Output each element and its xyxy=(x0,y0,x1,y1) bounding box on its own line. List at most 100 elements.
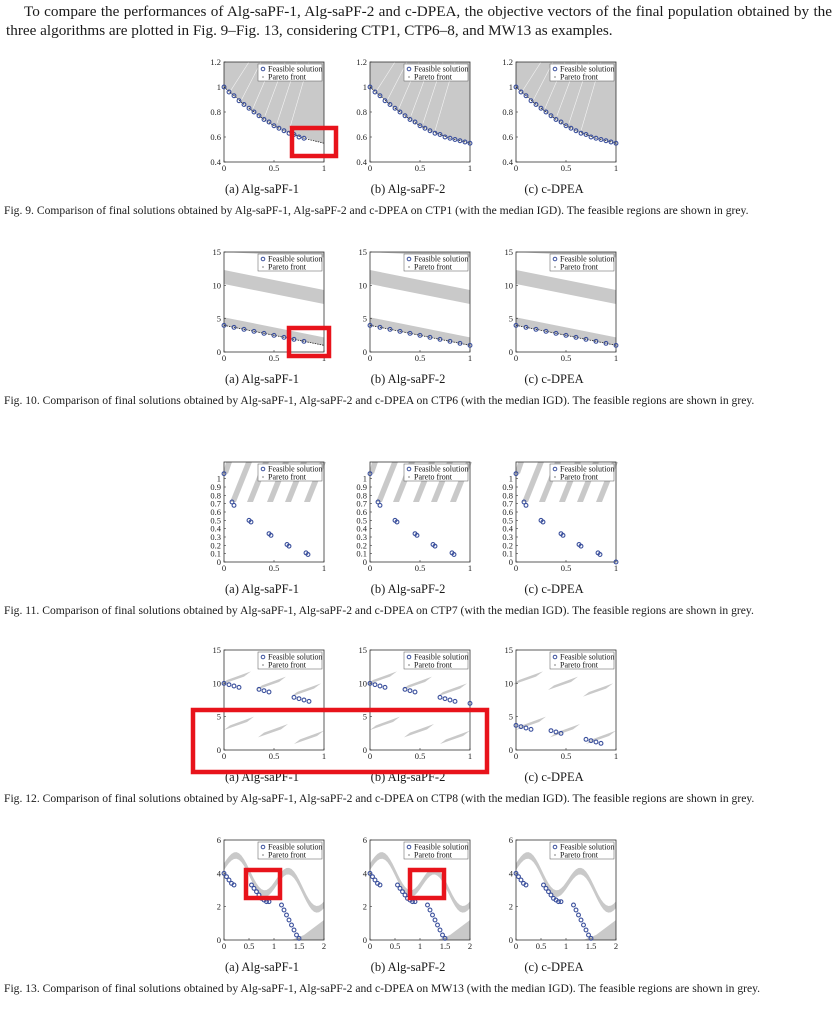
y-tick-label: 0.3 xyxy=(356,532,367,542)
solution-point xyxy=(558,730,564,736)
solution-point xyxy=(598,740,604,746)
y-tick-label: 10 xyxy=(213,280,222,290)
fig10-subcaption-2: (b) Alg-saPF-2 xyxy=(370,372,446,386)
solution-point xyxy=(402,686,408,692)
solution-point xyxy=(372,877,378,883)
solution-point xyxy=(523,725,529,731)
y-tick-label: 0.4 xyxy=(502,157,513,167)
y-tick-label: 2 xyxy=(363,902,367,912)
solution-point xyxy=(276,125,282,131)
y-tick-label: 5 xyxy=(363,314,367,324)
solution-point xyxy=(447,697,453,703)
legend-front-label: Pareto front xyxy=(560,473,599,482)
solution-point xyxy=(538,105,544,111)
legend-feasible-label: Feasible solution xyxy=(560,255,614,264)
solution-point xyxy=(296,696,302,702)
solution-point xyxy=(578,130,584,136)
solution-point xyxy=(563,332,569,338)
legend-solution-marker xyxy=(260,66,266,72)
solution-point xyxy=(402,113,408,119)
solution-point xyxy=(407,688,413,694)
solution-point xyxy=(588,738,594,744)
fig9-subcaption-3: (c) c-DPEA xyxy=(524,182,584,196)
x-tick-label: 1 xyxy=(322,751,326,761)
legend-front-marker xyxy=(408,266,410,268)
y-tick-label: 0.9 xyxy=(210,482,221,492)
legend-front-marker xyxy=(408,854,410,856)
legend-box xyxy=(403,253,469,272)
legend-feasible-label: Feasible solution xyxy=(268,65,322,74)
legend-box xyxy=(257,253,323,272)
x-tick-label: 0.5 xyxy=(561,563,572,573)
y-tick-label: 5 xyxy=(509,712,513,722)
solution-point xyxy=(367,870,373,876)
solution-point xyxy=(377,502,383,508)
legend-solution-marker xyxy=(406,654,412,660)
solution-point xyxy=(254,889,259,895)
solution-point xyxy=(518,89,524,95)
legend-feasible-label: Feasible solution xyxy=(268,653,322,662)
solution-point xyxy=(417,123,423,129)
y-tick-label: 0 xyxy=(363,935,367,945)
legend-front-label: Pareto front xyxy=(268,851,307,860)
x-tick-label: 0.5 xyxy=(269,751,280,761)
legend-front-label: Pareto front xyxy=(268,661,307,670)
solution-point xyxy=(301,697,307,703)
y-tick-label: 0.6 xyxy=(356,507,367,517)
solution-point xyxy=(578,917,584,923)
solution-point xyxy=(246,105,252,111)
y-tick-label: 0 xyxy=(363,557,367,567)
solution-point xyxy=(528,98,534,104)
legend-box xyxy=(549,651,615,670)
legend-box xyxy=(257,463,323,482)
x-tick-label: 1 xyxy=(322,563,326,573)
solution-point xyxy=(367,84,373,90)
solution-point xyxy=(568,125,574,131)
y-tick-label: 0.7 xyxy=(502,499,513,509)
solution-point xyxy=(382,684,388,690)
legend-front-marker xyxy=(408,664,410,666)
legend-front-marker xyxy=(262,476,264,478)
y-tick-label: 0.8 xyxy=(210,490,221,500)
solution-point xyxy=(541,882,546,888)
legend-front-label: Pareto front xyxy=(268,73,307,82)
y-tick-label: 0.6 xyxy=(502,507,513,517)
solution-point xyxy=(226,89,232,95)
y-tick-label: 5 xyxy=(217,314,221,324)
y-tick-label: 0.5 xyxy=(502,515,513,525)
legend-feasible-label: Feasible solution xyxy=(268,465,322,474)
solution-point xyxy=(291,927,297,933)
solution-point xyxy=(372,89,378,95)
solution-point xyxy=(613,342,619,348)
y-tick-label: 0 xyxy=(217,347,221,357)
legend-feasible-label: Feasible solution xyxy=(560,653,614,662)
y-tick-label: 1.2 xyxy=(210,57,221,67)
solution-point xyxy=(533,326,539,332)
y-tick-label: 0.4 xyxy=(502,524,513,534)
y-tick-label: 5 xyxy=(217,712,221,722)
y-tick-label: 1 xyxy=(509,82,513,92)
solution-point xyxy=(573,907,579,913)
solution-point xyxy=(397,885,403,891)
solution-point xyxy=(281,128,287,134)
solution-point xyxy=(296,134,302,140)
solution-point xyxy=(271,332,277,338)
solution-point xyxy=(523,324,529,330)
x-tick-label: 0.5 xyxy=(269,353,280,363)
y-tick-label: 0.5 xyxy=(356,515,367,525)
solution-point xyxy=(451,552,457,557)
x-tick-label: 1 xyxy=(614,353,618,363)
legend-front-label: Pareto front xyxy=(560,661,599,670)
legend-box xyxy=(549,841,615,860)
y-tick-label: 1 xyxy=(363,82,367,92)
solution-point xyxy=(437,336,443,342)
y-tick-label: 15 xyxy=(505,645,514,655)
solution-point xyxy=(236,98,242,104)
y-tick-label: 0.3 xyxy=(210,532,221,542)
solution-point xyxy=(452,698,458,704)
legend-solution-marker xyxy=(552,466,558,472)
solution-point xyxy=(457,340,463,346)
solution-point xyxy=(543,328,549,334)
solution-point xyxy=(613,559,619,565)
solution-point xyxy=(289,922,294,928)
